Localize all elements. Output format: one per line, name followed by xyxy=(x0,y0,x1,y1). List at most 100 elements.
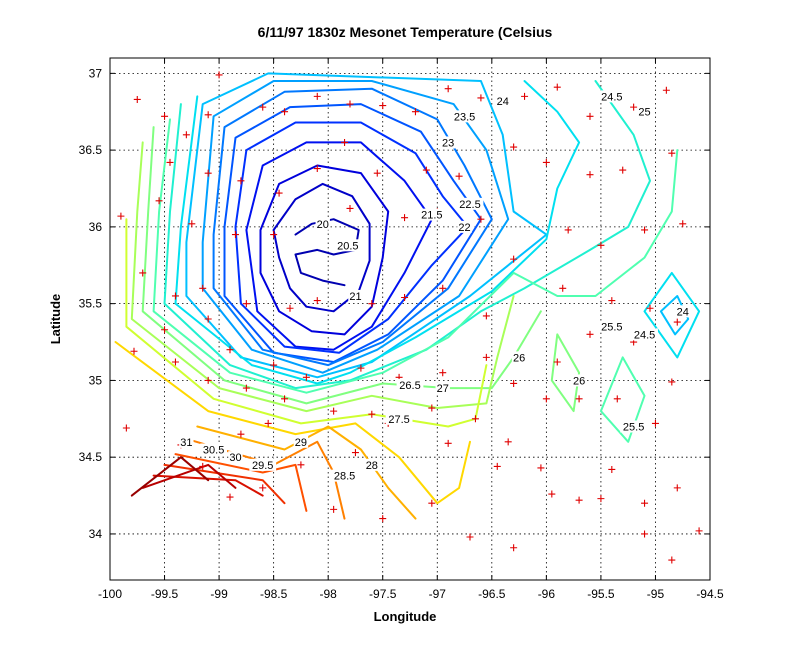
contour-label-bg xyxy=(451,110,478,123)
y-tick-label: 37 xyxy=(89,66,103,80)
station-marker xyxy=(471,415,479,423)
x-tick-label: -99.5 xyxy=(151,587,179,601)
station-marker xyxy=(379,102,387,110)
station-marker xyxy=(401,294,409,302)
contour-label: 21.5 xyxy=(421,210,442,222)
contour-label: 23.5 xyxy=(454,111,475,123)
station-marker xyxy=(477,94,485,102)
station-marker xyxy=(608,465,616,473)
x-axis-label: Longitude xyxy=(374,609,437,624)
contour-26 xyxy=(141,126,542,405)
station-marker xyxy=(368,300,376,308)
station-marker xyxy=(668,556,676,564)
station-marker xyxy=(668,149,676,157)
contour-label: 28 xyxy=(366,460,378,472)
contour-26.5 xyxy=(130,141,515,413)
station-marker xyxy=(231,231,239,239)
station-marker xyxy=(199,284,207,292)
contour-23.5 xyxy=(201,80,510,374)
station-marker xyxy=(281,395,289,403)
contour-label: 25.5 xyxy=(601,322,622,334)
station-marker xyxy=(428,404,436,412)
contour-labels: 20 20.5 21 21.5 22 22.5 23 23.5 24 24.5 25 25.5 26 26… xyxy=(179,90,690,483)
station-marker xyxy=(553,83,561,91)
station-marker xyxy=(351,449,359,457)
contour-label: 27.5 xyxy=(388,414,409,426)
contour-28 xyxy=(196,425,417,520)
station-marker xyxy=(428,499,436,507)
station-markers xyxy=(117,71,703,564)
station-marker xyxy=(477,215,485,223)
contour-label-bg xyxy=(675,305,690,318)
station-marker xyxy=(422,166,430,174)
contour-label-bg xyxy=(631,328,658,341)
station-marker xyxy=(493,462,501,470)
contour-label: 26.5 xyxy=(399,380,420,392)
station-marker xyxy=(188,220,196,228)
station-marker xyxy=(226,493,234,501)
station-marker xyxy=(139,269,147,277)
station-marker xyxy=(155,197,163,205)
contour-label: 29 xyxy=(295,437,307,449)
contour-label: 30.5 xyxy=(203,445,224,457)
contour-label-bg xyxy=(396,379,424,392)
y-tick-label: 35 xyxy=(89,373,103,387)
station-marker xyxy=(182,131,190,139)
station-marker xyxy=(237,177,245,185)
station-marker xyxy=(510,255,518,263)
contour-label-bg xyxy=(495,94,510,107)
y-tick-label: 34 xyxy=(89,527,103,541)
x-tick-label: -99 xyxy=(210,587,228,601)
station-marker xyxy=(122,424,130,432)
station-marker xyxy=(564,226,572,234)
station-marker xyxy=(330,407,338,415)
station-marker xyxy=(673,484,681,492)
contour-label-bg xyxy=(511,351,527,364)
station-marker xyxy=(161,112,169,120)
contour-24 xyxy=(659,295,690,336)
x-tick-label: -95 xyxy=(647,587,665,601)
y-axis-label: Latitude xyxy=(48,294,63,345)
station-marker xyxy=(171,358,179,366)
contour-label-bg xyxy=(385,412,413,425)
station-marker xyxy=(504,438,512,446)
station-marker xyxy=(510,544,518,552)
contour-label-bg xyxy=(179,435,194,448)
contour-21 xyxy=(259,164,390,336)
contour-26 xyxy=(550,333,581,413)
station-marker xyxy=(641,530,649,538)
station-marker xyxy=(171,292,179,300)
station-marker xyxy=(542,395,550,403)
contour-label: 24.5 xyxy=(634,329,655,341)
station-marker xyxy=(575,395,583,403)
station-marker xyxy=(270,231,278,239)
station-marker xyxy=(117,212,125,220)
station-marker xyxy=(542,158,550,166)
station-marker xyxy=(346,204,354,212)
contour-label: 25 xyxy=(638,107,650,119)
contour-label: 20.5 xyxy=(337,240,358,252)
contour-label-bg xyxy=(364,458,380,471)
contour-label-bg xyxy=(598,90,626,103)
station-marker xyxy=(668,378,676,386)
plot-frame xyxy=(109,57,711,581)
contour-label: 29.5 xyxy=(252,460,273,472)
station-marker xyxy=(302,373,310,381)
station-marker xyxy=(537,464,545,472)
station-marker xyxy=(559,284,567,292)
station-marker xyxy=(401,214,409,222)
station-marker xyxy=(341,138,349,146)
contour-label: 24.5 xyxy=(601,91,622,103)
station-marker xyxy=(646,304,654,312)
station-marker xyxy=(226,346,234,354)
contour-label: 25.5 xyxy=(623,421,644,433)
station-marker xyxy=(695,527,703,535)
contour-label: 23 xyxy=(442,137,454,149)
station-marker xyxy=(411,108,419,116)
station-marker xyxy=(281,108,289,116)
station-marker xyxy=(259,484,267,492)
contour-label: 20 xyxy=(317,219,329,231)
contour-label-bg xyxy=(331,469,358,482)
contour-27.5 xyxy=(114,341,471,505)
